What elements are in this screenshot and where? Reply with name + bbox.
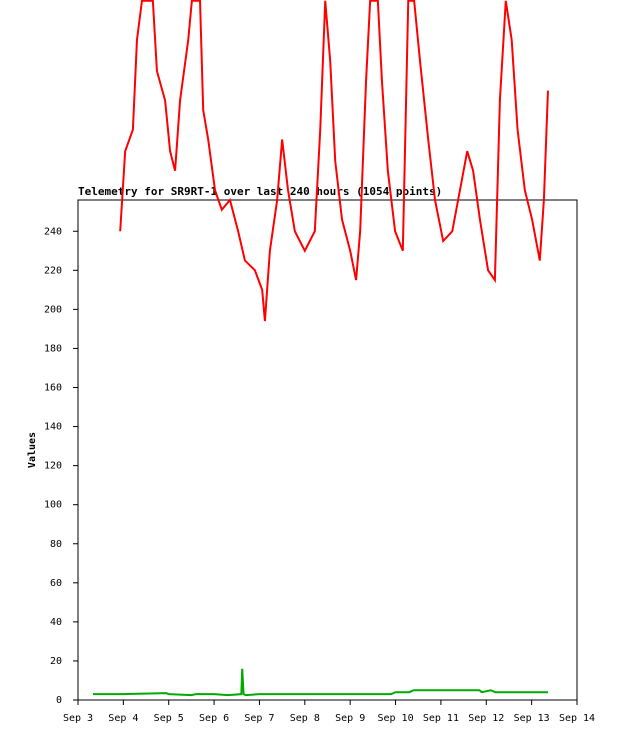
y-tick-label: 20 — [50, 656, 62, 667]
y-tick-label: 240 — [44, 226, 62, 237]
x-tick-label: Sep 7 — [244, 713, 274, 724]
x-tick-label: Sep 10 — [377, 713, 413, 724]
x-tick-label: Sep 13 — [514, 713, 550, 724]
y-tick-label: 180 — [44, 343, 62, 354]
x-tick-label: Sep 6 — [199, 713, 229, 724]
x-tick-label: Sep 3 — [63, 713, 93, 724]
plot-frame — [77, 199, 578, 701]
x-tick-label: Sep 5 — [154, 713, 184, 724]
y-axis-label: Values — [27, 432, 38, 468]
y-tick-label: 140 — [44, 422, 62, 433]
y-tick-label: 60 — [50, 578, 62, 589]
x-tick-label: Sep 12 — [468, 713, 504, 724]
y-tick-label: 0 — [56, 695, 62, 706]
x-tick-label: Sep 8 — [290, 713, 320, 724]
y-tick-label: 100 — [44, 500, 62, 511]
x-tick-label: Sep 11 — [423, 713, 459, 724]
y-tick-label: 160 — [44, 383, 62, 394]
x-tick-label: Sep 9 — [335, 713, 365, 724]
y-tick-label: 80 — [50, 539, 62, 550]
y-tick-label: 200 — [44, 304, 62, 315]
series-line — [119, 0, 549, 322]
y-tick-label: 220 — [44, 265, 62, 276]
x-tick-label: Sep 4 — [108, 713, 138, 724]
chart-title: Telemetry for SR9RT-1 over last 240 hour… — [78, 185, 442, 198]
x-tick-label: Sep 14 — [559, 713, 595, 724]
y-tick-label: 40 — [50, 617, 62, 628]
y-tick-label: 120 — [44, 461, 62, 472]
series-line — [92, 668, 548, 697]
